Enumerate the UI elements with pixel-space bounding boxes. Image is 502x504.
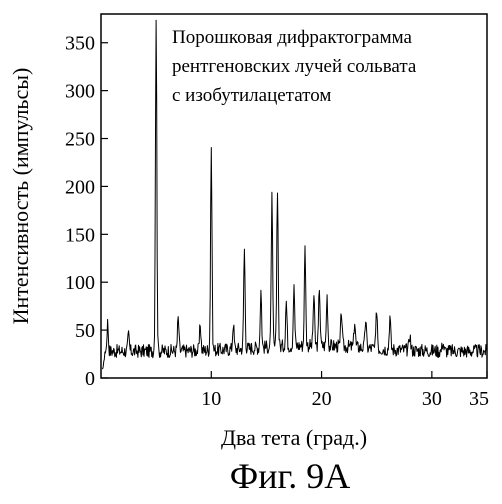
- y-axis-ticks: 0 50 100 150 200 250 300 350: [65, 33, 108, 390]
- x-axis-ticks: 10 20 30 35: [201, 371, 489, 410]
- y-axis-title: Интенсивность (импульсы): [8, 68, 33, 325]
- figure-caption: Фиг. 9А: [230, 456, 350, 496]
- y-tick-label: 200: [65, 176, 95, 198]
- y-tick-label: 300: [65, 81, 95, 103]
- y-tick-label: 100: [65, 272, 95, 294]
- x-tick-label: 20: [312, 388, 332, 410]
- x-axis-title: Два тета (град.): [221, 425, 367, 450]
- annotation-line-2: рентгеновских лучей сольвата: [172, 56, 417, 77]
- annotation-line-3: с изобутилацетатом: [172, 85, 331, 106]
- x-tick-label: 10: [201, 388, 221, 410]
- y-tick-label: 350: [65, 33, 95, 55]
- y-tick-label: 250: [65, 129, 95, 151]
- x-tick-label: 35: [469, 388, 489, 410]
- y-tick-label: 50: [75, 320, 95, 342]
- y-tick-label: 0: [85, 368, 95, 390]
- diffraction-pattern-line: [101, 19, 488, 370]
- y-tick-label: 150: [65, 224, 95, 246]
- x-tick-label: 30: [422, 388, 442, 410]
- annotation-line-1: Порошковая дифрактограмма: [172, 27, 413, 48]
- plot-frame: [100, 13, 488, 379]
